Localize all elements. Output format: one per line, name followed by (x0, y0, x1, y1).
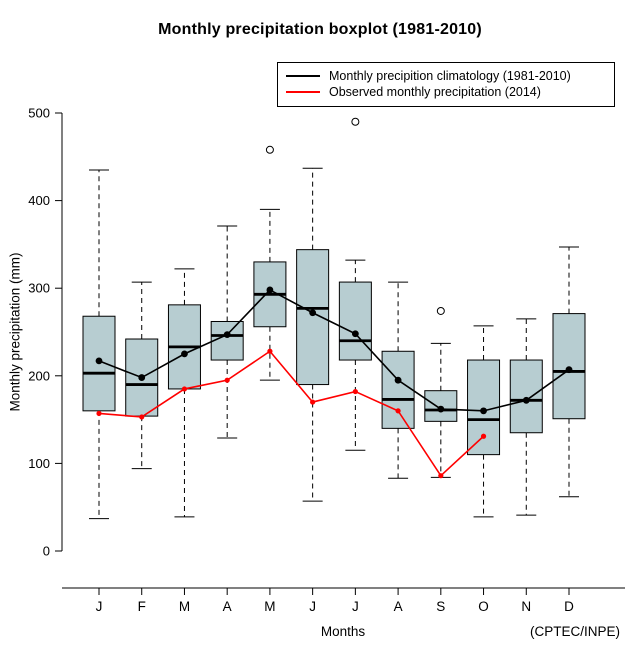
svg-text:J: J (309, 599, 316, 614)
svg-text:300: 300 (28, 281, 50, 296)
svg-text:J: J (96, 599, 103, 614)
svg-text:0: 0 (43, 544, 50, 559)
legend-label-observed: Observed monthly precipitation (2014) (329, 85, 541, 99)
observed-line-sample (286, 91, 320, 93)
chart-title: Monthly precipitation boxplot (1981-2010… (158, 21, 482, 38)
svg-text:A: A (223, 599, 232, 614)
svg-text:M: M (179, 599, 190, 614)
legend-entry-observed: Observed monthly precipitation (2014) (286, 84, 606, 100)
y-axis-label: Monthly precipitation (mm) (7, 252, 23, 412)
legend: Monthly precipition climatology (1981-20… (277, 62, 615, 107)
svg-text:N: N (521, 599, 531, 614)
svg-text:500: 500 (28, 106, 50, 121)
svg-text:A: A (394, 599, 403, 614)
legend-entry-climatology: Monthly precipition climatology (1981-20… (286, 68, 606, 84)
svg-text:S: S (436, 599, 445, 614)
svg-text:F: F (138, 599, 146, 614)
legend-label-climatology: Monthly precipition climatology (1981-20… (329, 69, 571, 83)
svg-text:M: M (264, 599, 275, 614)
svg-text:400: 400 (28, 193, 50, 208)
credit-label: (CPTEC/INPE) (529, 624, 620, 639)
svg-text:200: 200 (28, 368, 50, 383)
x-axis-label: Months (320, 624, 366, 639)
svg-text:100: 100 (28, 456, 50, 471)
climatology-line-sample (286, 75, 320, 77)
svg-text:J: J (352, 599, 359, 614)
svg-text:O: O (478, 599, 489, 614)
svg-text:D: D (564, 599, 574, 614)
